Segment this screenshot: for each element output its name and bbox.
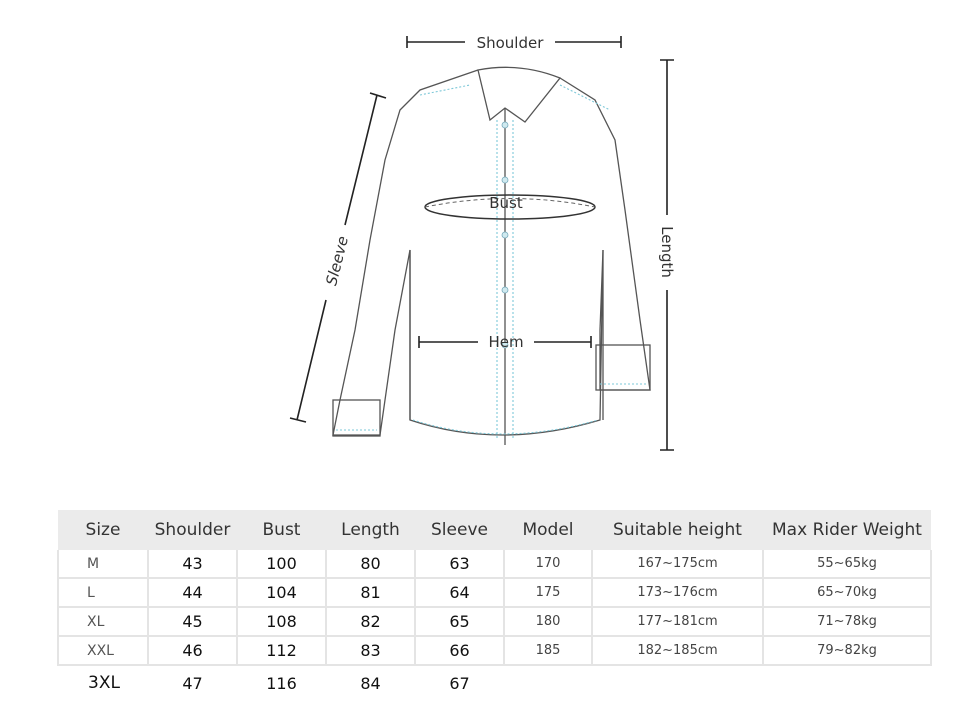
shirt-diagram: Shoulder Bust Hem Length Sleeve	[289, 34, 676, 451]
header-shoulder: Shoulder	[148, 510, 237, 550]
sleeve-label: Sleeve	[322, 234, 352, 287]
length-label: Length	[658, 226, 676, 278]
table-row: XL 45 108 82 65 180 177~181cm 71~78kg	[57, 607, 932, 637]
length-arrow	[660, 59, 674, 451]
cell-weight: 79~82kg	[763, 636, 932, 666]
cell-length: 84	[360, 673, 381, 693]
cell-size: XL	[57, 607, 149, 637]
cell-length: 83	[326, 636, 416, 666]
header-model: Model	[504, 510, 592, 550]
bust-label: Bust	[489, 194, 523, 212]
cell-shoulder: 45	[148, 607, 238, 637]
cell-model: 180	[504, 607, 593, 637]
seam-lines	[336, 84, 646, 440]
table-header: Size Shoulder Bust Length Sleeve Model S…	[58, 510, 931, 550]
cell-bust: 112	[237, 636, 327, 666]
cell-height: 173~176cm	[592, 578, 764, 608]
cell-height: 182~185cm	[592, 636, 764, 666]
size-table: Size Shoulder Bust Length Sleeve Model S…	[57, 510, 932, 700]
cell-shoulder: 44	[148, 578, 238, 608]
hem-arrow	[418, 336, 592, 348]
cell-model: 175	[504, 578, 593, 608]
shoulder-arrow	[406, 36, 622, 48]
table-row: 3XL 47 116 84 67	[58, 665, 931, 700]
cell-size: L	[57, 578, 149, 608]
cell-weight: 55~65kg	[763, 550, 932, 579]
cell-height: 167~175cm	[592, 550, 764, 579]
cell-weight: 71~78kg	[763, 607, 932, 637]
table-row: L 44 104 81 64 175 173~176cm 65~70kg	[57, 578, 932, 608]
cell-sleeve: 64	[415, 578, 505, 608]
buttons	[501, 121, 509, 349]
cell-height	[592, 665, 763, 700]
header-bust: Bust	[237, 510, 326, 550]
cell-bust: 100	[237, 550, 327, 579]
cell-weight: 65~70kg	[763, 578, 932, 608]
cell-size: XXL	[57, 636, 149, 666]
cell-model: 170	[504, 550, 593, 579]
cell-bust: 116	[266, 673, 297, 693]
cell-sleeve: 67	[449, 673, 470, 693]
shoulder-label: Shoulder	[477, 34, 545, 52]
cell-length: 80	[326, 550, 416, 579]
sleeve-arrow	[289, 92, 387, 423]
cell-sleeve: 65	[415, 607, 505, 637]
cell-model	[504, 665, 592, 700]
header-length: Length	[326, 510, 415, 550]
cell-shoulder: 47	[182, 673, 203, 693]
cell-model: 185	[504, 636, 593, 666]
cell-size: M	[57, 550, 149, 579]
hem-label: Hem	[488, 333, 523, 351]
cell-bust: 104	[237, 578, 327, 608]
header-suitable-height: Suitable height	[592, 510, 763, 550]
cell-height: 177~181cm	[592, 607, 764, 637]
cell-shoulder: 46	[148, 636, 238, 666]
header-max-rider-weight: Max Rider Weight	[763, 510, 931, 550]
table-row: XXL 46 112 83 66 185 182~185cm 79~82kg	[57, 636, 932, 666]
cell-sleeve: 66	[415, 636, 505, 666]
cell-length: 82	[326, 607, 416, 637]
table-row: M 43 100 80 63 170 167~175cm 55~65kg	[57, 550, 932, 579]
cell-sleeve: 63	[415, 550, 505, 579]
cell-weight	[763, 665, 931, 700]
cell-size: 3XL	[88, 673, 120, 693]
cell-length: 81	[326, 578, 416, 608]
header-sleeve: Sleeve	[415, 510, 504, 550]
cell-shoulder: 43	[148, 550, 238, 579]
shirt-outline	[332, 66, 651, 445]
cell-bust: 108	[237, 607, 327, 637]
header-size: Size	[58, 510, 148, 550]
